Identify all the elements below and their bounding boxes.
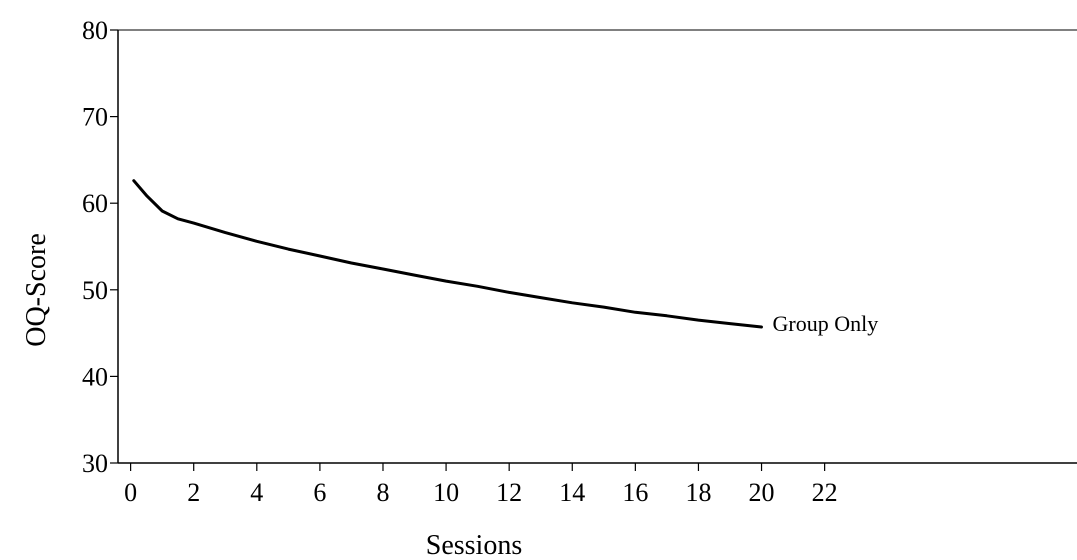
x-tick-label: 16 <box>622 478 648 507</box>
x-tick-label: 4 <box>250 478 263 507</box>
y-axis-title: OQ-Score <box>21 233 52 347</box>
axes <box>117 29 1077 464</box>
x-tick-label: 0 <box>124 478 137 507</box>
series-label: Group Only <box>773 311 879 336</box>
y-tick-label: 60 <box>82 189 108 218</box>
x-tick-label: 20 <box>749 478 775 507</box>
series-line <box>132 179 763 329</box>
x-tick-label: 2 <box>187 478 200 507</box>
x-tick-label: 10 <box>433 478 459 507</box>
x-tick-label: 12 <box>496 478 522 507</box>
y-tick-label: 80 <box>82 16 108 45</box>
x-axis-title: Sessions <box>426 530 522 560</box>
x-tick-label: 14 <box>559 478 585 507</box>
x-tick-label: 8 <box>376 478 389 507</box>
ticks: 30 40 50 60 70 80 0 2 4 6 8 10 12 14 16 18 20 22 <box>82 16 838 507</box>
y-tick-label: 50 <box>82 276 108 305</box>
y-tick-label: 40 <box>82 362 108 391</box>
x-tick-label: 6 <box>313 478 326 507</box>
series-layer: Group Only <box>132 179 879 336</box>
y-tick-label: 70 <box>82 103 108 132</box>
x-tick-label: 22 <box>812 478 838 507</box>
y-tick-label: 30 <box>82 449 108 478</box>
x-tick-label: 18 <box>685 478 711 507</box>
